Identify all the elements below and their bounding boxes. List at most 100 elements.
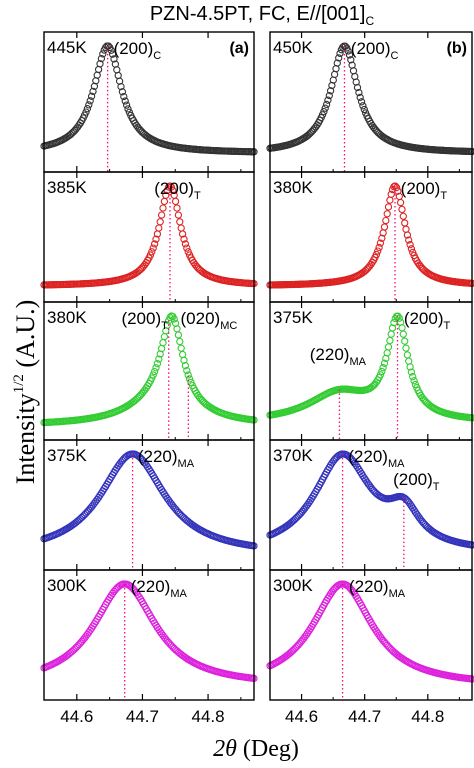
peak-annotation: (220)MA xyxy=(138,447,195,470)
data-point xyxy=(170,315,178,323)
temperature-label: 445K xyxy=(47,38,87,57)
peak-annotation: (200)T xyxy=(154,179,201,202)
data-point xyxy=(399,212,407,220)
peak-annotation: (220)MA xyxy=(310,345,367,368)
data-point xyxy=(388,324,397,332)
data-point xyxy=(352,78,360,86)
temperature-label: 370K xyxy=(273,446,313,465)
data-point xyxy=(382,216,390,225)
data-point xyxy=(321,104,329,112)
data-point xyxy=(345,51,354,59)
data-point xyxy=(152,235,160,243)
data-point xyxy=(83,105,92,113)
data-point xyxy=(162,191,170,199)
data-point xyxy=(379,364,387,372)
x-axis-label: 2θ (Deg) xyxy=(213,736,299,762)
data-point xyxy=(177,224,185,232)
data-point xyxy=(387,330,395,338)
data-point xyxy=(410,377,418,385)
panel-frame xyxy=(43,569,255,701)
data-point xyxy=(117,82,125,91)
data-point xyxy=(333,59,341,67)
panel-a-300K: 300K (220)MA 44.6 44.7 44.8 xyxy=(40,569,258,726)
data-point xyxy=(99,50,107,58)
data-point xyxy=(347,56,355,64)
figure-title: PZN-4.5PT, FC, E//[001]C xyxy=(150,3,375,28)
data-point xyxy=(360,105,368,114)
data-point xyxy=(335,54,343,62)
data-point xyxy=(406,363,414,371)
data-point xyxy=(122,101,131,109)
peak-annotation: (200)C xyxy=(114,39,162,62)
data-point xyxy=(118,88,127,96)
data-point xyxy=(403,351,412,359)
data-point xyxy=(85,101,93,109)
data-point xyxy=(156,218,164,226)
data-point xyxy=(378,234,386,242)
data-point xyxy=(401,219,409,227)
peak-annotation: (020)MC xyxy=(181,309,238,332)
data-point xyxy=(149,371,157,379)
data-point xyxy=(386,336,394,345)
data-point xyxy=(180,235,188,243)
data-point xyxy=(171,197,180,206)
peak-annotation: (220)MA xyxy=(131,577,188,600)
panel-a-380K: 380K (200)T (020)MC xyxy=(40,301,258,441)
panel-b-375K: 375K (220)MA (200)T xyxy=(266,301,474,441)
data-point xyxy=(148,248,156,256)
data-point xyxy=(407,368,416,376)
panel-b-450K: 450K (b) (200)C xyxy=(266,31,474,173)
data-point xyxy=(178,350,187,359)
temperature-label: 380K xyxy=(47,308,87,327)
panel-b-370K: 370K (220)MA(200)T xyxy=(266,439,474,571)
data-point xyxy=(401,337,409,345)
data-point xyxy=(124,105,132,113)
data-point xyxy=(409,373,417,381)
temperature-label: 300K xyxy=(47,576,87,595)
temperature-label: 375K xyxy=(273,308,313,327)
data-point xyxy=(357,98,366,106)
data-point xyxy=(176,218,184,226)
temperature-label: 380K xyxy=(273,178,313,197)
data-point xyxy=(336,49,344,58)
data-point xyxy=(181,362,190,370)
data-point xyxy=(89,87,97,96)
data-point xyxy=(402,344,410,352)
x-tick-label: 44.8 xyxy=(411,707,444,726)
data-point xyxy=(392,183,401,192)
data-point xyxy=(384,343,393,351)
x-tick-label: 44.6 xyxy=(285,707,318,726)
panel-a-375K: 375K (220)MA xyxy=(40,439,258,571)
temperature-label: 375K xyxy=(47,446,87,465)
data-point xyxy=(324,96,332,104)
x-tick-label: 44.8 xyxy=(192,707,225,726)
temperature-label: 300K xyxy=(273,576,313,595)
x-tick-label: 44.6 xyxy=(60,707,93,726)
data-point xyxy=(375,243,383,252)
data-point xyxy=(325,91,333,100)
data-point xyxy=(380,359,389,367)
peak-annotation: (200)T xyxy=(404,309,451,332)
column-label: (b) xyxy=(447,40,467,57)
data-point xyxy=(184,371,192,379)
data-point xyxy=(387,190,395,198)
data-point xyxy=(407,245,416,253)
data-point xyxy=(173,204,181,212)
data-point xyxy=(159,204,167,212)
data-point xyxy=(157,211,166,219)
x-tick-label: 44.7 xyxy=(348,707,381,726)
column-label: (a) xyxy=(229,40,249,57)
data-point xyxy=(160,197,169,206)
data-point xyxy=(353,83,362,92)
temperature-label: 385K xyxy=(47,178,87,197)
peak-annotation: (200)T xyxy=(401,179,448,202)
data-point xyxy=(120,92,128,101)
data-point xyxy=(110,55,118,63)
data-point xyxy=(399,330,407,338)
data-point xyxy=(356,93,364,102)
panel-frame xyxy=(269,569,473,701)
peak-annotation: (220)MA xyxy=(349,577,406,600)
peak-annotation: (200)T xyxy=(121,309,168,332)
data-point xyxy=(185,375,194,383)
data-point xyxy=(174,211,183,219)
